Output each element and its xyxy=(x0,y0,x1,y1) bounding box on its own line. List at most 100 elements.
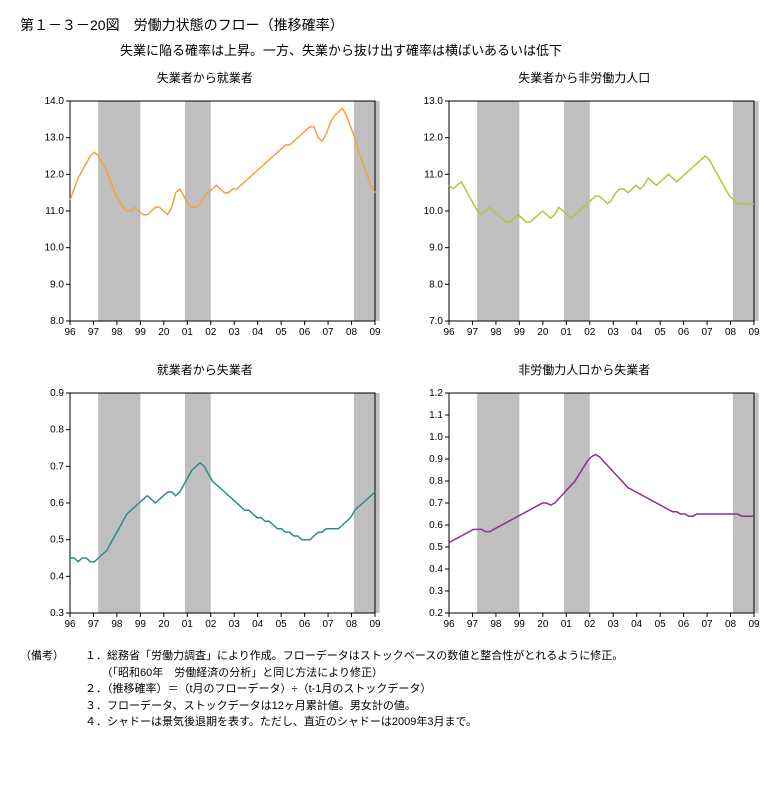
svg-text:09: 09 xyxy=(749,619,760,630)
svg-text:05: 05 xyxy=(655,619,667,630)
svg-text:0.5: 0.5 xyxy=(50,535,64,546)
figure-subtitle: 失業に陥る確率は上昇。一方、失業から抜け出す確率は横ばいあるいは低下 xyxy=(120,40,769,59)
svg-text:99: 99 xyxy=(514,327,526,338)
notes-prefix: （備考） xyxy=(20,648,85,665)
svg-text:05: 05 xyxy=(275,619,287,630)
svg-text:06: 06 xyxy=(678,327,690,338)
svg-text:96: 96 xyxy=(444,327,456,338)
svg-text:12.0: 12.0 xyxy=(424,133,444,144)
svg-text:06: 06 xyxy=(299,619,311,630)
svg-text:01: 01 xyxy=(561,619,573,630)
svg-text:04: 04 xyxy=(631,619,643,630)
svg-text:96: 96 xyxy=(444,619,456,630)
svg-text:98: 98 xyxy=(111,619,123,630)
svg-text:99: 99 xyxy=(135,619,147,630)
svg-text:99: 99 xyxy=(514,619,526,630)
svg-text:97: 97 xyxy=(467,327,479,338)
svg-text:11.0: 11.0 xyxy=(45,206,64,217)
svg-text:01: 01 xyxy=(181,619,193,630)
svg-text:0.8: 0.8 xyxy=(429,476,443,487)
svg-text:8.0: 8.0 xyxy=(50,316,64,327)
svg-text:7.0: 7.0 xyxy=(429,316,443,327)
svg-text:96: 96 xyxy=(64,327,76,338)
chart-grid: 失業者から就業者 8.09.010.011.012.013.014.096979… xyxy=(10,69,769,633)
figure-title: 第１－３－20図 労働力状態のフロー（推移確率） xyxy=(20,15,769,35)
svg-text:0.4: 0.4 xyxy=(429,564,443,575)
svg-text:9.0: 9.0 xyxy=(50,279,64,290)
svg-text:06: 06 xyxy=(678,619,690,630)
chart-cell-3: 非労働力人口から失業者 0.20.30.40.50.60.70.80.91.01… xyxy=(400,361,769,633)
chart-svg-1: 7.08.09.010.011.012.013.0969798992001020… xyxy=(409,91,759,341)
svg-text:0.4: 0.4 xyxy=(50,571,64,582)
chart-title-3: 非労働力人口から失業者 xyxy=(518,361,650,378)
svg-text:0.3: 0.3 xyxy=(429,586,443,597)
svg-text:1.1: 1.1 xyxy=(429,410,443,421)
chart-cell-0: 失業者から就業者 8.09.010.011.012.013.014.096979… xyxy=(20,69,390,341)
svg-text:98: 98 xyxy=(491,327,503,338)
svg-text:13.0: 13.0 xyxy=(44,133,64,144)
svg-text:13.0: 13.0 xyxy=(424,96,444,107)
svg-text:0.8: 0.8 xyxy=(50,425,64,436)
svg-text:0.9: 0.9 xyxy=(429,454,443,465)
svg-text:98: 98 xyxy=(111,327,123,338)
svg-text:08: 08 xyxy=(346,619,358,630)
svg-text:09: 09 xyxy=(369,619,380,630)
svg-text:0.7: 0.7 xyxy=(50,461,64,472)
svg-text:08: 08 xyxy=(725,619,737,630)
svg-text:07: 07 xyxy=(322,327,334,338)
svg-text:10.0: 10.0 xyxy=(424,206,444,217)
svg-text:07: 07 xyxy=(702,327,714,338)
svg-text:03: 03 xyxy=(608,327,620,338)
svg-text:20: 20 xyxy=(158,327,170,338)
chart-svg-3: 0.20.30.40.50.60.70.80.91.01.11.29697989… xyxy=(409,383,759,633)
svg-text:0.2: 0.2 xyxy=(429,608,443,619)
note-3: ３．フローデータ、ストックデータは12ヶ月累計値。男女計の値。 xyxy=(85,698,416,715)
svg-text:02: 02 xyxy=(584,619,596,630)
svg-text:07: 07 xyxy=(322,619,334,630)
chart-cell-1: 失業者から非労働力人口 7.08.09.010.011.012.013.0969… xyxy=(400,69,769,341)
svg-text:96: 96 xyxy=(64,619,76,630)
svg-text:02: 02 xyxy=(205,619,217,630)
svg-text:0.6: 0.6 xyxy=(429,520,443,531)
svg-text:99: 99 xyxy=(135,327,147,338)
svg-text:0.6: 0.6 xyxy=(50,498,64,509)
svg-text:0.3: 0.3 xyxy=(50,608,64,619)
svg-text:02: 02 xyxy=(205,327,217,338)
chart-title-2: 就業者から失業者 xyxy=(157,361,253,378)
svg-text:98: 98 xyxy=(491,619,503,630)
svg-text:06: 06 xyxy=(299,327,311,338)
note-2: ２．（推移確率）＝（t月のフローデータ）÷（t-1月のストックデータ） xyxy=(85,681,431,698)
note-1: （「昭和60年 労働経済の分析」と同じ方法により修正） xyxy=(85,665,383,682)
svg-text:0.9: 0.9 xyxy=(50,388,64,399)
note-4: ４．シャドーは景気後退期を表す。ただし、直近のシャドーは2009年3月まで。 xyxy=(85,714,477,731)
svg-text:07: 07 xyxy=(702,619,714,630)
svg-text:04: 04 xyxy=(252,619,264,630)
svg-text:08: 08 xyxy=(346,327,358,338)
note-0: １．総務省「労働力調査」により作成。フローデータはストックベースの数値と整合性が… xyxy=(85,648,623,665)
svg-text:1.2: 1.2 xyxy=(429,388,443,399)
svg-text:97: 97 xyxy=(88,327,100,338)
svg-text:9.0: 9.0 xyxy=(429,243,443,254)
notes-block: （備考） １．総務省「労働力調査」により作成。フローデータはストックベースの数値… xyxy=(20,648,769,731)
svg-text:97: 97 xyxy=(88,619,100,630)
svg-text:20: 20 xyxy=(158,619,170,630)
svg-text:04: 04 xyxy=(631,327,643,338)
svg-text:01: 01 xyxy=(181,327,193,338)
chart-svg-0: 8.09.010.011.012.013.014.096979899200102… xyxy=(30,91,380,341)
svg-text:09: 09 xyxy=(749,327,760,338)
svg-text:03: 03 xyxy=(228,619,240,630)
svg-text:14.0: 14.0 xyxy=(44,96,64,107)
svg-text:04: 04 xyxy=(252,327,264,338)
svg-text:03: 03 xyxy=(608,619,620,630)
svg-text:8.0: 8.0 xyxy=(429,279,443,290)
svg-text:20: 20 xyxy=(538,327,550,338)
svg-text:08: 08 xyxy=(725,327,737,338)
chart-title-1: 失業者から非労働力人口 xyxy=(518,69,650,86)
chart-cell-2: 就業者から失業者 0.3 0.4 0.5 0.6 0.7 0.8 0.9 96 97 98 99 20… xyxy=(20,361,390,633)
svg-text:0.7: 0.7 xyxy=(429,498,443,509)
svg-text:01: 01 xyxy=(561,327,573,338)
svg-text:05: 05 xyxy=(655,327,667,338)
svg-text:20: 20 xyxy=(538,619,550,630)
svg-text:0.5: 0.5 xyxy=(429,542,443,553)
svg-text:05: 05 xyxy=(275,327,287,338)
